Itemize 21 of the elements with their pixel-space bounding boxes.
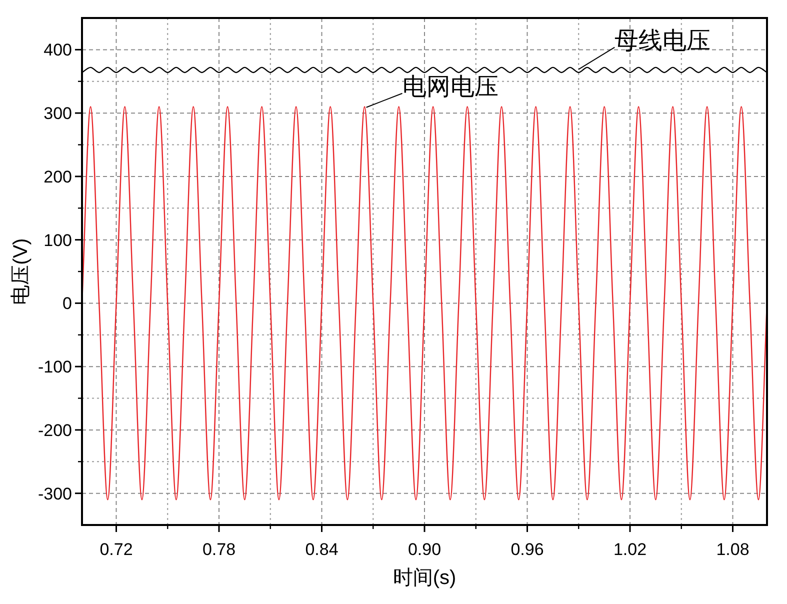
y-tick-label: -100 (38, 358, 72, 377)
y-tick-label: 0 (62, 294, 72, 314)
x-tick-label: 0.90 (408, 540, 442, 559)
x-tick-label: 0.84 (305, 540, 338, 559)
y-axis-title: 电压(V) (10, 238, 32, 305)
x-tick-label: 0.78 (202, 540, 236, 559)
x-axis-title: 时间(s) (392, 567, 456, 589)
y-tick-label: -300 (38, 484, 72, 504)
y-tick-label: 300 (44, 104, 72, 124)
x-tick-label: 0.72 (100, 540, 133, 559)
x-tick-label: 1.08 (716, 540, 750, 559)
y-tick-label: 400 (44, 40, 72, 60)
y-tick-label: 200 (44, 167, 72, 186)
y-tick-label: 100 (44, 230, 72, 250)
annotation: 母线电压 (614, 28, 711, 54)
annotation: 电网电压 (366, 74, 498, 108)
annotation: 母线电压 (578, 28, 711, 70)
y-tick-label: -200 (38, 420, 72, 440)
x-tick-label: 1.02 (613, 540, 647, 559)
annotation: 电网电压 (402, 74, 498, 100)
x-tick-label: 0.96 (510, 540, 544, 559)
